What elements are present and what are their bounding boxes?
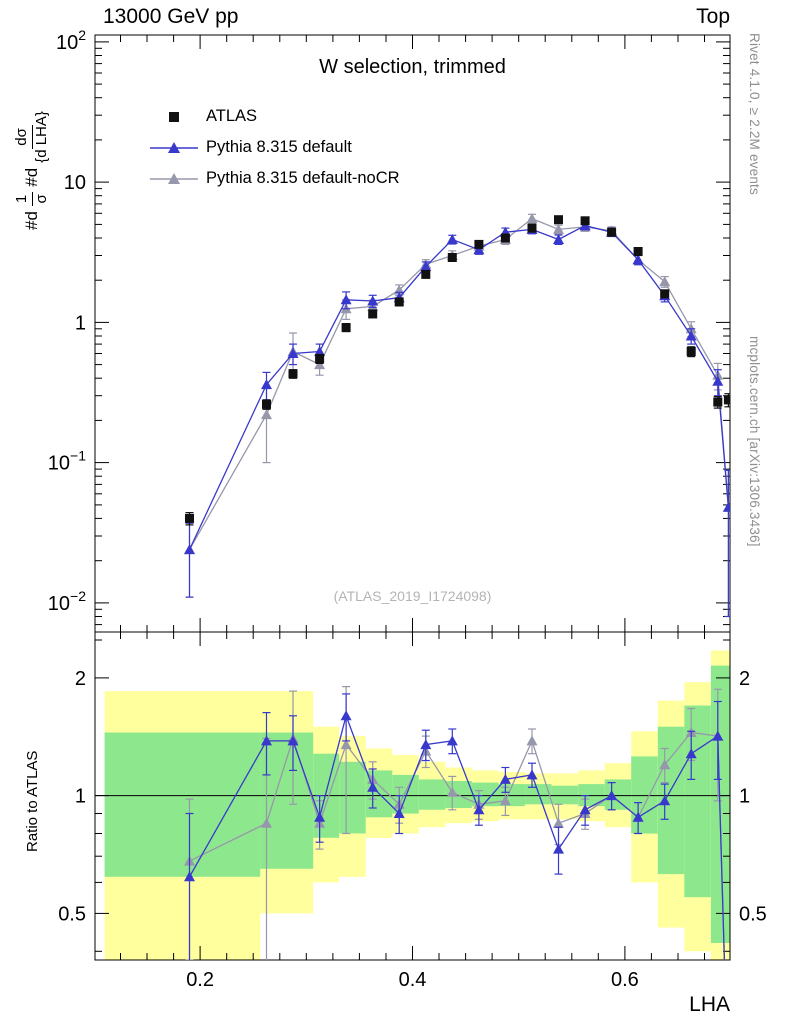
y-title-prefix-1: #d	[21, 211, 41, 230]
y-title-prefix-2: #d	[21, 167, 41, 187]
svg-text:1: 1	[75, 786, 86, 808]
main-y-axis-labels: 102 10 1 10−1 10−2	[48, 27, 86, 615]
y-title-fraction-1: 1 σ	[13, 191, 50, 207]
svg-text:0.5: 0.5	[739, 903, 767, 925]
svg-text:102: 102	[56, 27, 86, 54]
ratio-y-axis-labels: 2 2 1 1 0.5 0.5	[58, 668, 767, 926]
svg-text:0.2: 0.2	[186, 969, 214, 991]
y-title-fraction-2: dσ {d LHA}	[13, 111, 50, 163]
svg-text:10: 10	[64, 172, 86, 194]
svg-text:10−1: 10−1	[48, 448, 86, 475]
mcplots-credit: mcplots.cern.ch [arXiv:1306.3436]	[747, 336, 762, 547]
beam-energy-label: 13000 GeV pp	[103, 5, 239, 28]
analysis-group-label: Top	[696, 5, 730, 28]
plot-title: W selection, trimmed	[319, 56, 506, 78]
svg-text:0.5: 0.5	[58, 903, 86, 925]
svg-text:0.6: 0.6	[611, 969, 639, 991]
svg-text:1: 1	[739, 786, 750, 808]
main-series-atlas	[185, 215, 730, 526]
blue-triangle-marker-icon	[148, 140, 200, 156]
ratio-y-axis-ticks	[95, 639, 730, 952]
svg-text:10−2: 10−2	[48, 588, 86, 615]
gray-triangle-marker-icon	[148, 171, 200, 187]
legend-item-pythia-nocr: Pythia 8.315 default-noCR	[148, 163, 400, 194]
x-axis-title: LHA	[689, 993, 730, 1016]
legend: ATLAS Pythia 8.315 default Pythia 8.315 …	[148, 101, 400, 194]
ratio-series-pythia-default	[184, 693, 726, 960]
x-axis-labels: 0.2 0.4 0.6	[186, 969, 639, 991]
x-axis-ticks	[120, 35, 705, 960]
ratio-y-axis-title: Ratio to ATLAS	[24, 750, 41, 852]
svg-text:1: 1	[75, 312, 86, 334]
legend-item-atlas: ATLAS	[148, 101, 400, 132]
svg-text:2: 2	[739, 668, 750, 690]
atlas-square-marker-icon	[148, 109, 200, 125]
analysis-id-watermark: (ATLAS_2019_I1724098)	[333, 588, 492, 604]
legend-item-pythia-default: Pythia 8.315 default	[148, 132, 400, 163]
main-series-pythia-nocr	[184, 213, 730, 618]
rivet-version-credit: Rivet 4.1.0, ≥ 2.2M events	[747, 33, 762, 195]
svg-text:2: 2	[75, 668, 86, 690]
main-y-axis-title: #d 1 σ #d dσ {d LHA}	[13, 111, 50, 230]
svg-text:0.4: 0.4	[399, 969, 427, 991]
